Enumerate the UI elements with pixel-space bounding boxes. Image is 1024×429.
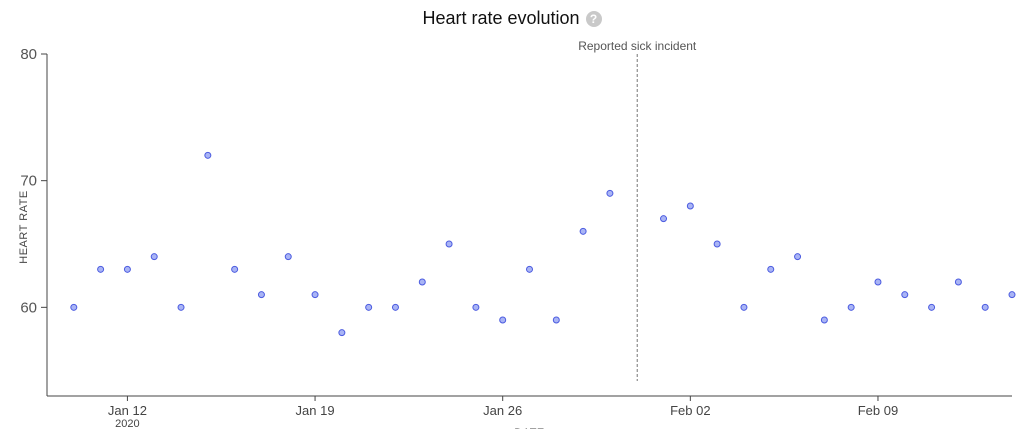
data-point <box>150 253 158 261</box>
data-point <box>928 303 936 311</box>
data-point <box>338 329 346 337</box>
data-point <box>820 316 828 324</box>
data-point <box>713 240 721 248</box>
data-point <box>740 303 748 311</box>
data-point <box>472 303 480 311</box>
data-point <box>177 303 185 311</box>
data-point <box>311 291 319 299</box>
x-tick-label: Jan 26 <box>483 403 522 418</box>
data-point <box>794 253 802 261</box>
data-point <box>901 291 909 299</box>
data-point <box>847 303 855 311</box>
x-tick-label: Jan 19 <box>296 403 335 418</box>
data-point <box>123 265 131 273</box>
data-point <box>257 291 265 299</box>
chart-header: Heart rate evolution? <box>0 8 1024 29</box>
data-point <box>445 240 453 248</box>
data-point <box>579 227 587 235</box>
x-axis-title: DATE <box>514 427 545 429</box>
annotation-label: Reported sick incident <box>578 39 697 53</box>
data-point <box>231 265 239 273</box>
help-icon[interactable]: ? <box>585 10 602 27</box>
chart-title: Heart rate evolution <box>422 8 580 28</box>
data-point <box>391 303 399 311</box>
data-point <box>981 303 989 311</box>
y-tick-label: 80 <box>20 46 37 63</box>
x-tick-label: Feb 02 <box>670 403 710 418</box>
data-point <box>686 202 694 210</box>
axes: 60 70 80 Jan 12 Jan 19 Jan 26 Feb 02 Feb 09 2020… <box>18 46 1012 429</box>
data-points <box>70 151 1016 337</box>
data-point <box>284 253 292 261</box>
data-point <box>606 189 614 197</box>
x-tick-label: Jan 12 <box>108 403 147 418</box>
y-tick-label: 70 <box>20 173 37 190</box>
data-point <box>499 316 507 324</box>
data-point <box>767 265 775 273</box>
data-point <box>418 278 426 286</box>
data-point <box>70 303 78 311</box>
x-year-label: 2020 <box>115 418 139 429</box>
x-tick-label: Feb 09 <box>858 403 898 418</box>
annotation-layer: Reported sick incident <box>578 39 697 381</box>
y-tick-label: 60 <box>20 299 37 316</box>
y-axis-title: HEART RATE <box>18 190 30 263</box>
data-point <box>204 151 212 159</box>
data-point <box>526 265 533 273</box>
data-point <box>552 316 560 324</box>
data-point <box>874 278 882 286</box>
data-point <box>97 265 105 273</box>
data-point <box>660 215 668 223</box>
data-point <box>1008 291 1016 299</box>
data-point <box>365 303 373 311</box>
data-point <box>954 278 962 286</box>
